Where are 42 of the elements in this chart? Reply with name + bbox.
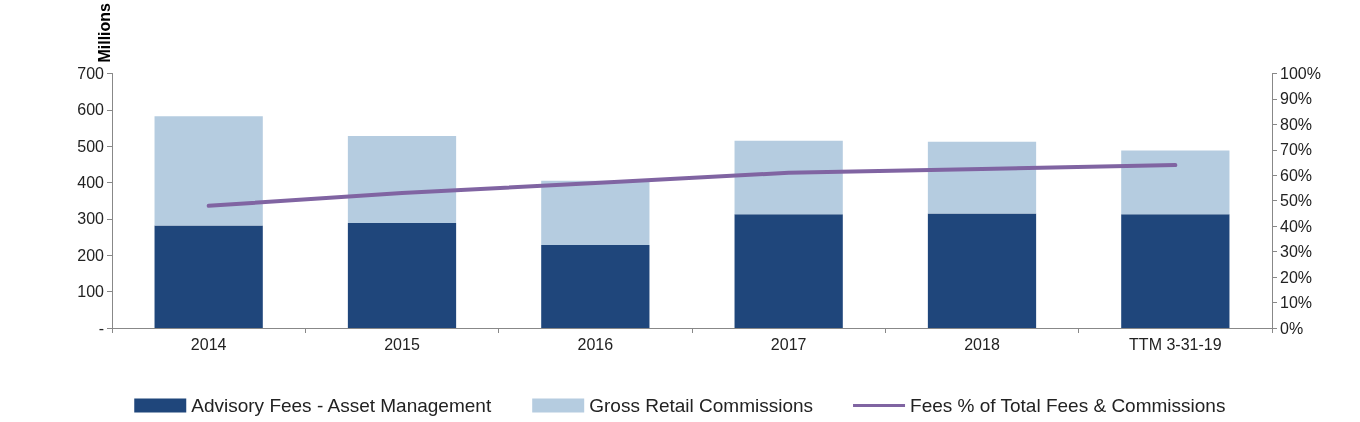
y-tick-label: 100 — [77, 283, 105, 301]
bar — [541, 245, 650, 328]
legend-label: Gross Retail Commissions — [589, 395, 814, 416]
x-tick-label: 2017 — [770, 335, 807, 353]
y-axis-title: Millions — [95, 2, 113, 63]
y2-tick-label: 40% — [1280, 217, 1313, 235]
bar — [1121, 150, 1230, 215]
bar — [347, 222, 457, 328]
line-series — [206, 163, 1178, 208]
bar — [927, 141, 1037, 214]
y2-tick-label: 20% — [1280, 268, 1313, 286]
y2-tick-label: 10% — [1280, 294, 1313, 312]
y-tick-label: 700 — [77, 64, 105, 82]
bar — [154, 225, 263, 328]
y2-tick-label: 80% — [1280, 115, 1313, 133]
y-tick-label: 500 — [77, 137, 105, 155]
y2-tick-label: 90% — [1280, 90, 1313, 108]
x-tick-label: 2018 — [964, 335, 1000, 353]
bar — [927, 213, 1037, 328]
bar — [347, 136, 457, 223]
legend-label: Advisory Fees - Asset Management — [191, 395, 492, 416]
y2-tick-label: 0% — [1280, 319, 1304, 337]
y2-tick-label: 70% — [1280, 141, 1313, 159]
x-tick-label: 2014 — [190, 335, 227, 353]
bar — [1121, 214, 1230, 328]
y-tick-label: 200 — [77, 246, 105, 264]
y-tick-label: - — [98, 319, 104, 337]
bar — [734, 140, 843, 215]
x-tick-label: 2015 — [384, 335, 420, 353]
bar — [734, 214, 843, 328]
bar — [541, 180, 650, 246]
y2-tick-label: 50% — [1280, 192, 1313, 210]
x-tick-label: 2016 — [577, 335, 614, 353]
y2-tick-label: 100% — [1280, 64, 1321, 82]
y2-tick-label: 60% — [1280, 166, 1313, 184]
x-tick-label: TTM 3-31-19 — [1129, 335, 1222, 353]
bar — [154, 116, 263, 226]
legend-label: Fees % of Total Fees & Commissions — [910, 395, 1226, 416]
y-tick-label: 300 — [77, 210, 105, 228]
y-tick-label: 400 — [77, 174, 105, 192]
y2-tick-label: 30% — [1280, 243, 1313, 261]
y-tick-label: 600 — [77, 101, 105, 119]
